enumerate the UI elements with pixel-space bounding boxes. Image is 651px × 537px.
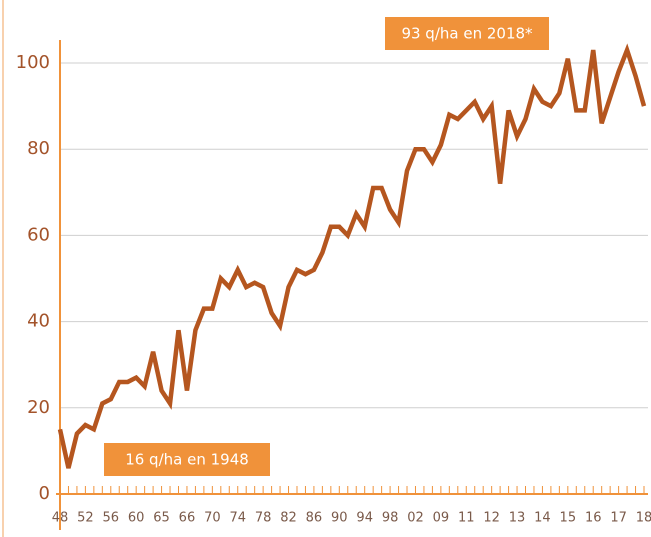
annotation-box — [385, 17, 549, 50]
x-tick-label: 82 — [280, 511, 297, 526]
y-tick-label: 20 — [27, 397, 50, 418]
y-tick-label: 80 — [27, 138, 50, 159]
x-tick-label: 86 — [306, 511, 323, 526]
annotation: 93 q/ha en 2018* — [401, 25, 533, 43]
x-tick-label: 70 — [204, 511, 221, 526]
x-tick-label: 74 — [229, 511, 246, 526]
x-tick-label: 78 — [255, 511, 272, 526]
x-tick-label: 60 — [128, 511, 145, 526]
x-tick-label: 48 — [52, 511, 69, 526]
x-tick-label: 90 — [331, 511, 348, 526]
y-tick-label: 0 — [39, 483, 50, 504]
x-tick-label: 02 — [407, 511, 424, 526]
x-tick-label: 12 — [483, 511, 500, 526]
annotation: 16 q/ha en 1948 — [125, 451, 249, 469]
y-tick-label: 60 — [27, 224, 50, 245]
x-tick-label: 14 — [534, 511, 551, 526]
x-tick-label: 98 — [382, 511, 399, 526]
x-tick-label: 13 — [509, 511, 526, 526]
x-tick-label: 15 — [560, 511, 577, 526]
x-tick-label: 66 — [179, 511, 196, 526]
x-tick-label: 94 — [356, 511, 373, 526]
x-tick-label: 18 — [636, 511, 651, 526]
y-tick-label: 100 — [16, 52, 50, 73]
x-tick-label: 16 — [585, 511, 602, 526]
annotation-box — [104, 443, 270, 476]
data-line — [57, 43, 647, 469]
y-tick-label: 40 — [27, 311, 50, 332]
x-tick-label: 52 — [77, 511, 94, 526]
x-tick-label: 56 — [103, 511, 120, 526]
x-tick-label: 09 — [433, 511, 450, 526]
plot — [57, 43, 647, 469]
x-tick-label: 65 — [153, 511, 170, 526]
x-tick-label: 11 — [458, 511, 475, 526]
x-tick-label: 17 — [610, 511, 627, 526]
